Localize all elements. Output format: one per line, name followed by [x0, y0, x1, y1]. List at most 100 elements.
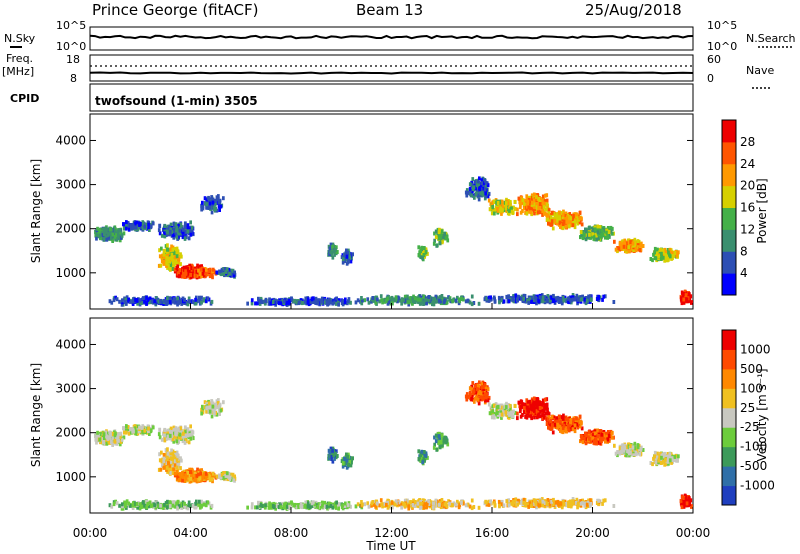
- power-cell-666: [219, 204, 223, 209]
- velocity-cell-789: [169, 453, 172, 458]
- velocity-cell-1233: [220, 472, 224, 477]
- power-cell-574: [186, 229, 190, 234]
- power-cell-1489: [480, 178, 484, 183]
- power-colorbar-tick-0: 4: [740, 266, 748, 280]
- power-cell-2972: [168, 300, 172, 305]
- power-cell-549: [177, 223, 180, 228]
- velocity-cell-370: [127, 431, 131, 436]
- power-cell-3561: [493, 299, 497, 304]
- power-cell-1719: [501, 203, 505, 208]
- velocity-cell-991: [189, 479, 193, 484]
- power-cell-1439: [439, 235, 442, 240]
- velocity-cell-666: [219, 408, 223, 413]
- power-cell-3688: [487, 298, 491, 303]
- power-cell-2713: [662, 251, 665, 256]
- power-cell-2310: [604, 233, 608, 238]
- power-cell-3536: [524, 299, 528, 304]
- power-cell-2900: [125, 295, 129, 300]
- power-cell-1362: [417, 245, 421, 250]
- velocity-cell-1245: [330, 457, 333, 461]
- velocity-cell-700: [175, 450, 179, 455]
- power-cell-2908: [198, 295, 201, 300]
- velocity-cell-572: [190, 431, 194, 436]
- power-cell-792: [166, 249, 169, 254]
- power-cell-373: [151, 221, 155, 226]
- power-cell-3188: [331, 301, 335, 306]
- power-cell-1545: [468, 186, 472, 191]
- velocity-cell-558: [184, 434, 188, 438]
- velocity-cell-734: [160, 450, 163, 455]
- power-cell-1716: [493, 211, 496, 216]
- power-cell-739: [163, 257, 166, 262]
- power-cell-760: [163, 249, 166, 254]
- velocity-cell-445: [163, 438, 167, 443]
- power-cell-3095: [274, 298, 277, 303]
- power-cell-820: [162, 252, 166, 257]
- power-cell-3345: [397, 296, 401, 301]
- power-cell-564: [178, 228, 182, 233]
- power-cell-1203: [231, 268, 235, 273]
- velocity-cell-1177: [204, 471, 208, 476]
- power-cell-1844: [534, 207, 538, 212]
- power-cell-2114: [553, 214, 557, 219]
- power-cell-2164: [561, 215, 565, 220]
- power-cell-3099: [263, 301, 267, 306]
- power-cell-1550: [476, 180, 480, 184]
- power-cell-1179: [194, 273, 198, 278]
- power-cell-1736: [491, 205, 495, 210]
- power-cell-2173: [561, 212, 565, 217]
- power-cell-2707: [667, 250, 670, 255]
- velocity-cell-710: [180, 458, 183, 463]
- power-cell-3658: [520, 294, 524, 299]
- power-cell-1160: [210, 273, 214, 278]
- velocity-cell-1148: [200, 478, 203, 483]
- power-cell-3543: [563, 295, 567, 300]
- power-cell-1841: [533, 211, 536, 216]
- power-cell-2342: [596, 232, 599, 237]
- velocity-cell-514: [158, 427, 161, 432]
- power-cell-3187: [310, 297, 314, 302]
- power-cell-1918: [532, 192, 536, 197]
- power-cell-2978: [163, 298, 166, 303]
- power-cell-3419: [416, 297, 420, 302]
- power-cell-2513: [618, 246, 622, 251]
- power-cell-3330: [378, 299, 381, 304]
- power-cell-3340: [374, 300, 377, 305]
- power-cell-2963: [168, 296, 172, 301]
- power-cell-2951: [195, 295, 198, 300]
- power-cell-3631: [595, 297, 599, 301]
- velocity-cell-243: [107, 439, 111, 444]
- power-cell-1713: [508, 204, 512, 208]
- power-cell-1040: [181, 274, 184, 279]
- velocity-cell-557: [188, 433, 192, 438]
- power-cell-1955: [532, 202, 536, 207]
- power-cell-2178: [571, 223, 575, 228]
- power-cell-2162: [566, 220, 570, 225]
- power-cell-3686: [569, 298, 572, 303]
- power-cell-1828: [525, 194, 529, 199]
- power-cell-2933: [194, 301, 198, 306]
- power-cell-3148: [334, 301, 338, 306]
- power-cell-1934: [534, 205, 538, 210]
- power-cell-3598: [530, 299, 533, 304]
- power-cell-2962: [146, 298, 150, 302]
- power-cell-2555: [614, 247, 618, 252]
- power-cell-3022: [250, 301, 254, 306]
- power-cell-3417: [443, 298, 447, 303]
- power-cell-2904: [187, 299, 191, 304]
- power-cell-1168: [207, 269, 211, 274]
- power-cell-256: [111, 232, 115, 237]
- velocity-cell-1212: [229, 472, 233, 477]
- power-cell-665: [208, 205, 212, 210]
- power-cell-2966: [121, 298, 124, 303]
- power-cell-548: [173, 230, 176, 235]
- power-cell-2949: [172, 297, 176, 302]
- power-cell-1540: [484, 181, 488, 185]
- power-cell-3639: [565, 299, 568, 304]
- velocity-cell-406: [124, 430, 128, 435]
- power-cell-3482: [485, 298, 489, 303]
- power-cell-2091: [558, 210, 561, 215]
- velocity-cell-426: [187, 440, 191, 445]
- power-cell-2925: [200, 300, 203, 305]
- power-cell-861: [175, 269, 179, 274]
